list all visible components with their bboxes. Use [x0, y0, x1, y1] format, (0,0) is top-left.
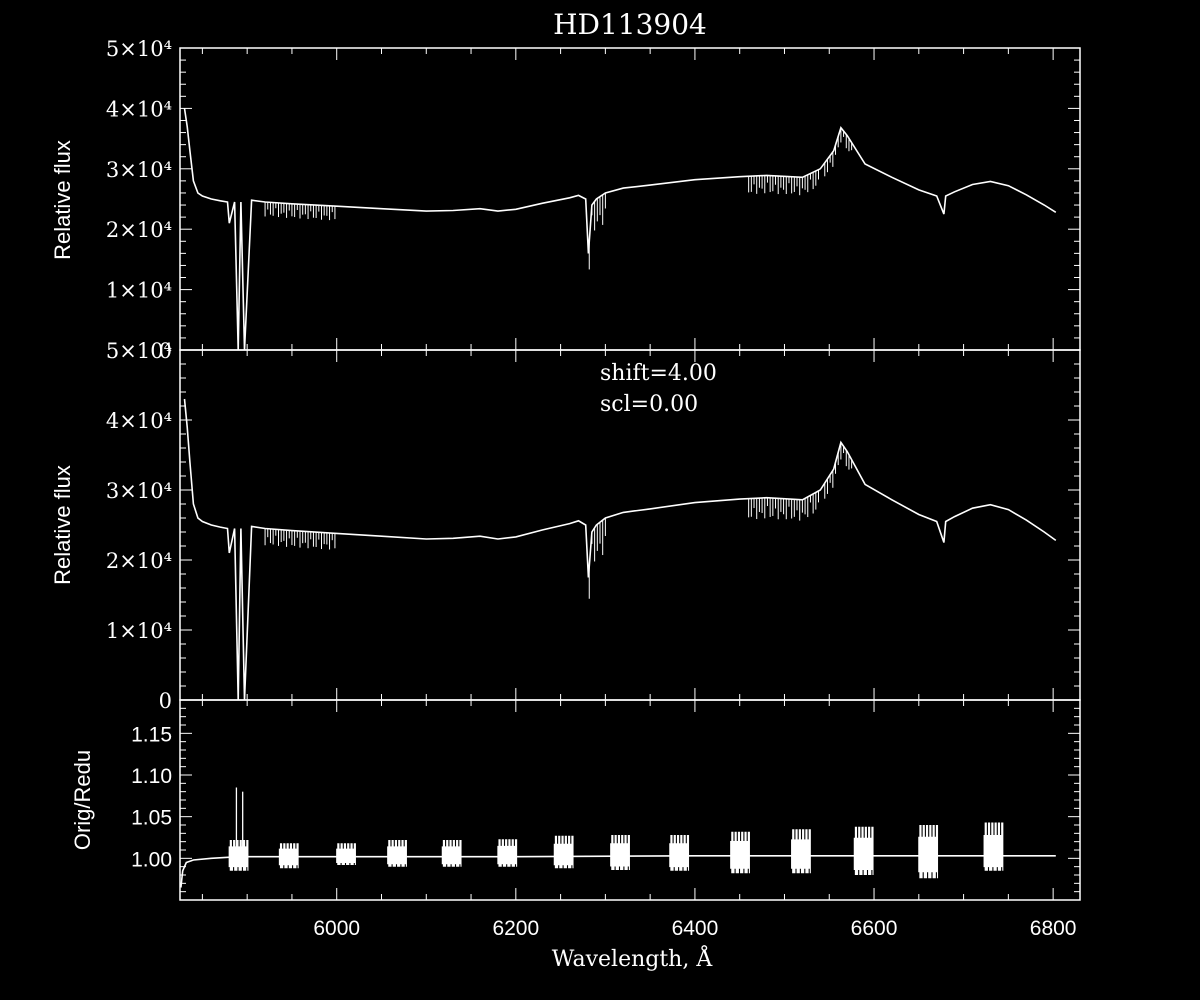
x-tick-label: 6800 [1030, 917, 1077, 940]
ratio-burst [669, 835, 690, 871]
ratio-burst [278, 843, 299, 869]
y-tick-label: 5×10⁴ [106, 37, 172, 61]
y-tick-label: 2×10⁴ [106, 218, 172, 242]
shift-annotation: shift=4.00 [600, 361, 717, 386]
scl-annotation: scl=0.00 [600, 392, 698, 417]
chart-title: HD113904 [553, 8, 707, 41]
y-tick-label: 1.10 [131, 765, 172, 788]
ratio-burst [853, 826, 874, 875]
y-tick-label: 4×10⁴ [106, 409, 172, 433]
y-tick-label: 5×10⁴ [106, 339, 172, 363]
spectrum-line [183, 108, 1057, 351]
middle-ylabel: Relative flux [50, 465, 75, 585]
y-tick-label: 2×10⁴ [106, 549, 172, 573]
y-tick-label: 1.00 [131, 848, 172, 871]
ratio-burst [497, 839, 518, 867]
ratio-burst [610, 835, 630, 870]
ratio-burst [791, 829, 811, 874]
y-tick-label: 4×10⁴ [106, 97, 172, 121]
ratio-burst [730, 831, 750, 874]
x-tick-label: 6200 [492, 917, 539, 940]
ratio-burst [336, 843, 356, 865]
y-tick-label: 3×10⁴ [106, 158, 172, 182]
x-tick-label: 6000 [313, 917, 360, 940]
x-tick-label: 6600 [851, 917, 898, 940]
y-tick-label: 1×10⁴ [106, 619, 172, 643]
bottom-ylabel: Orig/Redu [70, 750, 95, 850]
ratio-burst [918, 825, 939, 879]
bottom-panel-frame [179, 699, 1081, 901]
xlabel: Wavelength, Å [552, 944, 714, 972]
y-tick-label: 3×10⁴ [106, 479, 172, 503]
spectrum-line [183, 398, 1057, 701]
ratio-burst [441, 840, 462, 867]
top-ylabel: Relative flux [50, 140, 75, 260]
y-tick-label: 1×10⁴ [106, 279, 172, 303]
ratio-burst [553, 835, 574, 869]
y-tick-label: 0 [159, 339, 172, 363]
y-tick-label: 0 [159, 689, 172, 713]
x-tick-label: 6400 [672, 917, 719, 940]
y-tick-label: 1.05 [131, 807, 172, 830]
y-tick-label: 1.15 [131, 723, 172, 746]
ratio-burst [387, 840, 407, 867]
ratio-burst [228, 840, 249, 871]
ratio-burst [983, 822, 1004, 871]
